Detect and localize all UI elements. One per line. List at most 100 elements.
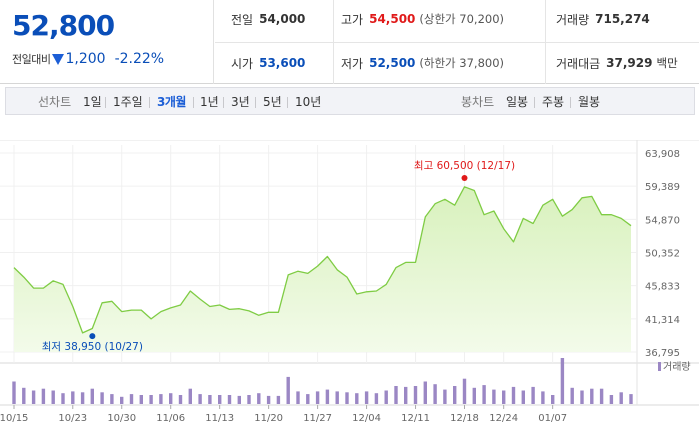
prev-close: 전일 54,000: [231, 9, 305, 29]
lower-limit: (하한가 37,800): [419, 56, 505, 70]
volume-bar: [560, 358, 565, 404]
volume-bar: [384, 390, 388, 404]
candle-chart-label: 봉차트: [461, 95, 495, 109]
change-label: 전일대비: [12, 53, 51, 66]
volume-bar: [129, 394, 134, 404]
x-tick-label: 10/23: [58, 413, 87, 424]
high-low-annotations: 최고 60,500 (12/17) 최저 38,950 (10/27): [42, 160, 515, 353]
volume-bar: [413, 386, 418, 404]
x-axis-ticks: 10/15 10/23 10/30 11/06 11/13 11/20 11/27 12/04…: [0, 413, 567, 424]
stock-summary-header: 52,800 전일대비 1,200 -2.22% 전일 54,000 고가 54…: [0, 0, 699, 84]
volume-bar: [306, 394, 310, 404]
high-marker: [461, 175, 468, 182]
volume-bar: [443, 389, 447, 404]
volume-bar: [345, 392, 349, 404]
volume-bar: [71, 391, 75, 404]
volume-bar: [257, 393, 261, 404]
volume-bars: [12, 358, 633, 404]
volume-bar: [296, 391, 300, 404]
volume-bar: [482, 385, 486, 404]
volume-bar: [423, 381, 427, 404]
volume-bar: [41, 388, 46, 404]
volume-bar: [374, 393, 379, 404]
volume-bar: [12, 381, 16, 404]
low-label: 최저 38,950 (10/27): [42, 341, 143, 353]
volume-bar: [100, 392, 104, 404]
down-triangle-icon: [52, 53, 65, 65]
y-tick-label: 63,908: [645, 149, 680, 160]
volume-bar: [511, 386, 516, 404]
volume-bar: [90, 388, 94, 404]
change-percent: -2.22%: [114, 51, 165, 67]
volume-bar: [110, 394, 114, 404]
volume-legend-label: 거래량: [663, 361, 691, 373]
volume-bar: [159, 394, 163, 404]
volume-value: 715,274: [595, 12, 650, 26]
volume-bar: [492, 389, 496, 404]
volume-bar: [61, 393, 65, 404]
period-10y-button[interactable]: 10년: [295, 95, 322, 109]
period-1d-button[interactable]: 1일: [83, 95, 102, 109]
candle-monthly-button[interactable]: 월봉: [578, 95, 601, 109]
volume-bar: [609, 395, 614, 404]
x-tick-label: 12/11: [401, 413, 430, 424]
volume-bar: [286, 376, 290, 404]
volume-bar: [208, 395, 212, 404]
x-tick-label: 11/20: [254, 413, 283, 424]
divider: [215, 42, 699, 43]
volume-bar: [218, 395, 222, 404]
period-3y-button[interactable]: 3년: [231, 95, 250, 109]
trading-amount-unit: 백만: [656, 56, 678, 70]
prev-close-value: 54,000: [259, 12, 306, 26]
volume-legend: 거래량: [658, 361, 691, 373]
volume-bar: [247, 395, 251, 404]
y-axis-ticks: 63,908 59,389 54,870 50,352 45,833 41,314 36,7…: [645, 149, 680, 359]
volume-bar: [404, 386, 408, 404]
volume-bar: [335, 391, 339, 404]
y-tick-label: 59,389: [645, 182, 680, 193]
stock-price-chart: 63,908 59,389 54,870 50,352 45,833 41,314 36,7…: [0, 140, 699, 424]
day-low-value: 52,500: [369, 56, 416, 70]
x-tick-label: 11/27: [303, 413, 332, 424]
candle-weekly-button[interactable]: 주봉: [542, 95, 565, 109]
volume-bar: [139, 395, 143, 404]
volume-bar: [198, 394, 202, 404]
volume-bar: [541, 391, 545, 404]
x-tick-label: 10/15: [0, 413, 28, 424]
y-tick-label: 36,795: [645, 348, 680, 359]
line-chart-label: 선차트: [38, 95, 72, 109]
y-tick-label: 54,870: [645, 215, 680, 226]
divider: [534, 97, 535, 108]
candle-daily-button[interactable]: 일봉: [506, 95, 529, 109]
day-low: 저가 52,500 (하한가 37,800): [341, 53, 504, 73]
volume-bar: [355, 393, 359, 404]
period-1w-button[interactable]: 1주일: [113, 95, 143, 109]
volume: 거래량 715,274: [556, 9, 650, 29]
trading-amount: 거래대금 37,929 백만: [556, 53, 678, 73]
high-label: 최고 60,500 (12/17): [414, 160, 515, 172]
trading-amount-label: 거래대금: [556, 56, 601, 71]
day-high-value: 54,500: [369, 12, 416, 26]
x-tick-label: 10/30: [107, 413, 136, 424]
x-tick-label: 11/06: [156, 413, 185, 424]
y-tick-label: 41,314: [645, 315, 680, 326]
low-marker: [89, 333, 96, 340]
volume-bar: [237, 395, 241, 404]
y-tick-label: 45,833: [645, 282, 680, 293]
volume-bar: [276, 395, 281, 404]
price-area: [14, 186, 631, 352]
period-5y-button[interactable]: 5년: [263, 95, 282, 109]
period-1y-button[interactable]: 1년: [200, 95, 219, 109]
volume-bar: [472, 387, 476, 404]
price-line: [13, 186, 632, 334]
divider: [223, 97, 224, 108]
volume-bar: [551, 395, 555, 404]
x-tick-label: 01/07: [538, 413, 567, 424]
prev-close-label: 전일: [231, 12, 254, 27]
volume-bar: [325, 389, 330, 404]
trading-amount-value: 37,929: [606, 56, 653, 70]
volume-bar: [178, 395, 183, 404]
period-3m-button[interactable]: 3개월: [157, 95, 186, 109]
change-row: 전일대비 1,200 -2.22%: [12, 50, 164, 68]
volume-bar: [149, 395, 153, 404]
